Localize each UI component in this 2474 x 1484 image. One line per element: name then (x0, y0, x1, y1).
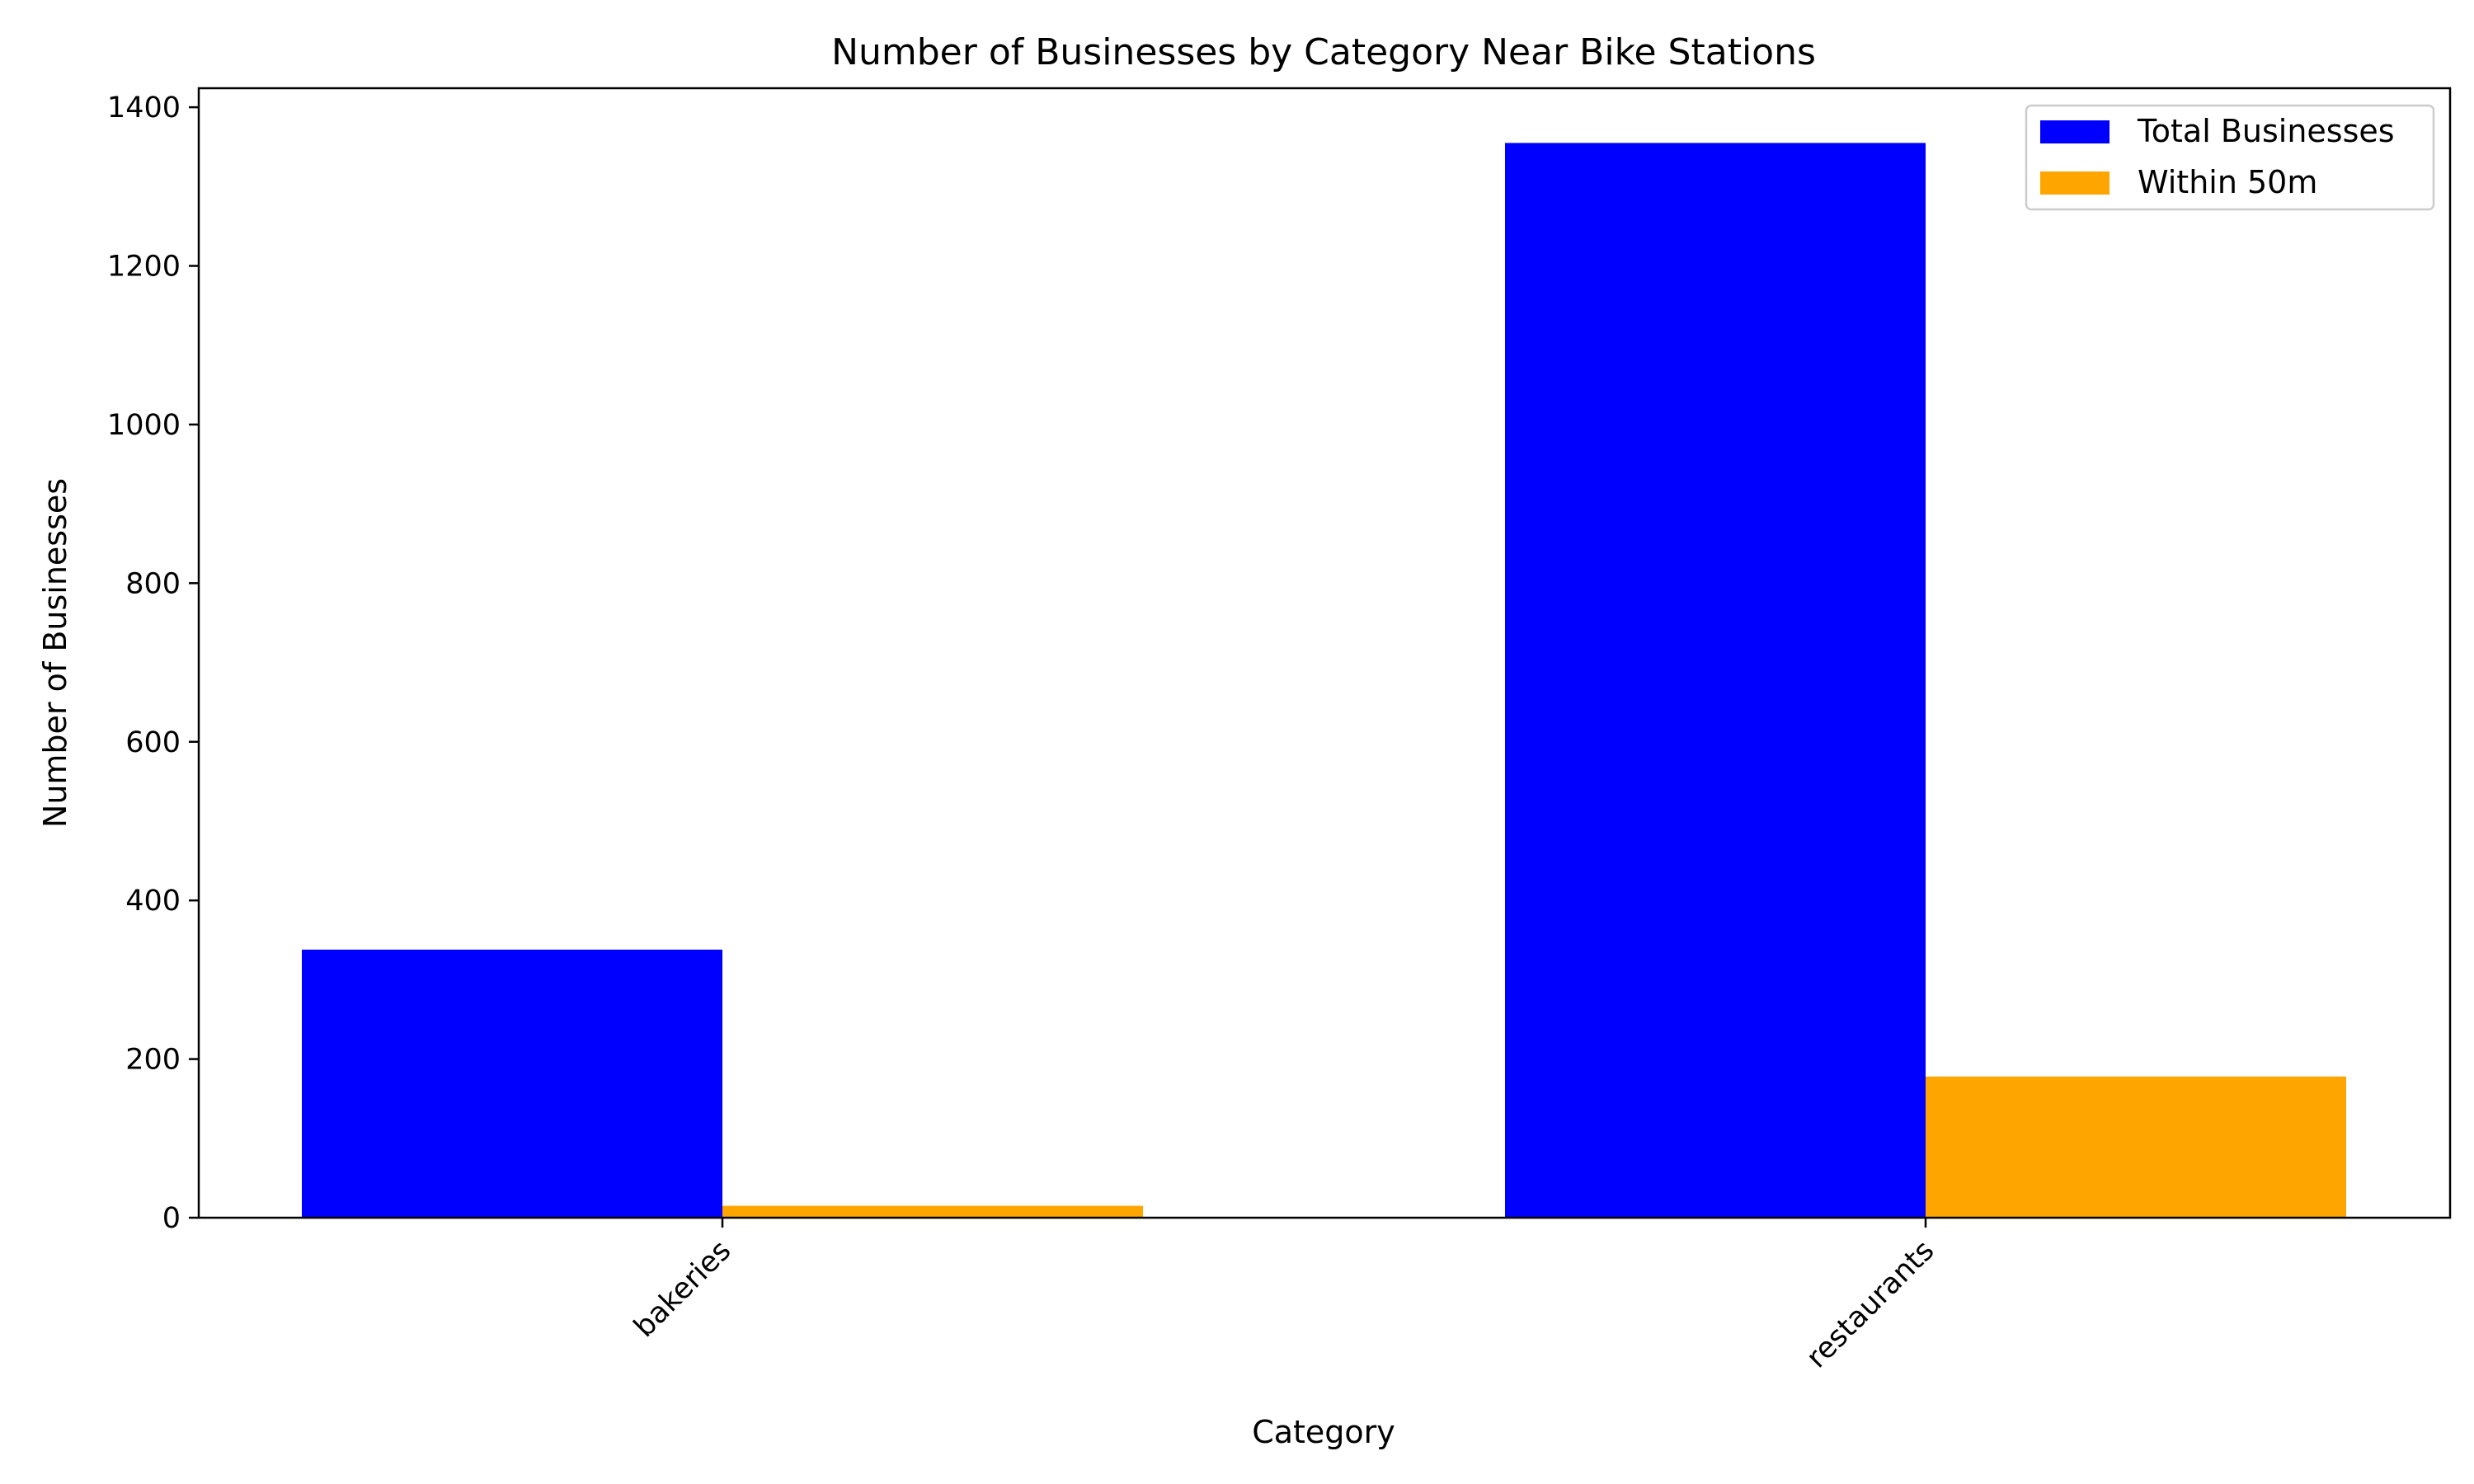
y-axis: 0 200 400 600 800 1000 1200 1400 (107, 92, 199, 1235)
y-tick-label: 200 (125, 1044, 181, 1077)
chart-title: Number of Businesses by Category Near Bi… (831, 31, 1816, 73)
bar-total-businesses-bakeries (302, 949, 722, 1218)
y-tick-label: 1400 (107, 92, 181, 124)
plot-area-frame (197, 87, 2452, 1219)
y-tick-label: 1200 (107, 251, 181, 284)
y-tick-label: 600 (125, 726, 181, 759)
legend-swatch (2040, 171, 2109, 195)
y-tick-label: 800 (125, 567, 181, 600)
legend: Total Businesses Within 50m (2025, 104, 2435, 211)
bar-total-businesses-restaurants (1505, 143, 1926, 1218)
x-axis-label: Category (1252, 1414, 1395, 1450)
legend-box (2025, 104, 2435, 211)
legend-swatch (2040, 120, 2109, 143)
legend-label: Within 50m (2138, 164, 2317, 200)
y-tick-label: 0 (162, 1202, 181, 1235)
legend-label: Total Businesses (2137, 113, 2395, 149)
y-tick-label: 1000 (107, 409, 181, 442)
x-tick-label-bakeries: bakeries (628, 1234, 737, 1344)
bars-layer (302, 143, 2346, 1218)
bar-within-50m-bakeries (722, 1205, 1143, 1218)
x-axis: bakeries restaurants (628, 1218, 1940, 1374)
bar-within-50m-restaurants (1926, 1076, 2346, 1218)
y-tick-label: 400 (125, 885, 181, 918)
y-axis-label: Number of Businesses (37, 478, 73, 828)
x-tick-label-restaurants: restaurants (1800, 1234, 1940, 1374)
